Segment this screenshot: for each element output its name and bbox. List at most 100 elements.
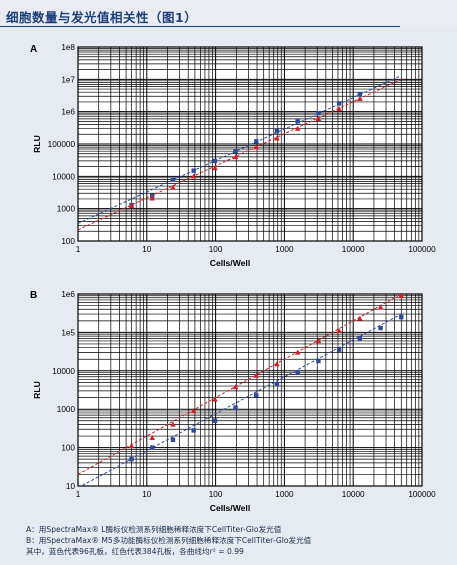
data-point-blue [295, 370, 300, 375]
x-tick-label: 1 [76, 245, 81, 254]
data-point-red [315, 116, 322, 122]
data-point-red [253, 144, 260, 150]
data-point-red [274, 361, 280, 367]
grid [77, 47, 422, 242]
data-point-blue [129, 456, 134, 462]
y-tick-label: 1000 [57, 405, 76, 414]
data-point-blue [357, 336, 363, 341]
data-point-red [149, 195, 156, 201]
data-point-blue [170, 177, 176, 182]
title-bar: 细胞数量与发光值相关性（图1） [0, 0, 457, 27]
x-axis-label: Cells/Well [210, 503, 250, 513]
x-axis-label: Cells/Well [210, 258, 250, 268]
data-point-blue [316, 358, 321, 364]
data-point-red [398, 294, 405, 298]
data-point-blue [150, 445, 155, 450]
data-point-blue [357, 91, 363, 97]
data-point-red [294, 349, 301, 355]
x-tick-label: 100000 [408, 490, 436, 499]
x-tick-label: 1 [76, 490, 81, 499]
page-title: 细胞数量与发光值相关性（图1） [6, 10, 198, 25]
caption: A：用SpectraMax® L酶标仪检测系列细胞稀释浓度下CellTiter-… [26, 524, 446, 557]
data-point-red [336, 328, 342, 334]
data-point-blue [254, 139, 259, 144]
panel-label: A [30, 44, 37, 55]
data-point-red [253, 372, 260, 378]
x-tick-label: 100 [209, 490, 223, 499]
data-point-red [170, 184, 176, 190]
x-tick-label: 100 [209, 245, 223, 254]
chart-panel-a: 1 10 100 1000 10000 100000 100 1000 10000 100000 1… [30, 43, 436, 268]
x-tick-label: 1000 [275, 490, 294, 499]
data-point-blue [316, 110, 321, 116]
data-point-red [274, 135, 280, 141]
series-red [78, 78, 402, 231]
data-point-red [357, 95, 363, 101]
y-tick-label: 1000 [57, 205, 76, 214]
data-point-red [232, 154, 239, 160]
y-tick-label: 100 [61, 237, 75, 246]
data-point-red [336, 106, 342, 112]
caption-line-b: B：用SpectraMax® M5多功能酶标仪检测系列细胞稀释浓度下CellTi… [26, 536, 312, 545]
data-point-blue [336, 101, 342, 106]
y-axis-label: RLU [32, 381, 42, 399]
data-point-red [377, 304, 384, 310]
plot-frame [77, 46, 423, 242]
plot-area [78, 294, 422, 486]
data-point-red [212, 396, 218, 402]
fit-line-red [78, 294, 403, 475]
data-point-red [315, 338, 322, 344]
plot-frame [77, 293, 423, 487]
x-tick-label: 10000 [342, 245, 365, 254]
y-tick-label: 1e5 [61, 328, 75, 337]
data-point-red [294, 125, 301, 131]
caption-line-note: 其中，蓝色代表96孔板，红色代表384孔板，各曲线均r² = 0.99 [26, 547, 244, 556]
data-point-blue [212, 158, 218, 164]
data-point-blue [233, 148, 238, 154]
y-tick-label: 10000 [52, 367, 75, 376]
data-point-blue [170, 437, 176, 442]
data-point-blue [191, 168, 196, 173]
data-point-red [357, 315, 363, 321]
data-point-red [232, 384, 239, 390]
data-point-red [190, 173, 197, 179]
series-red [78, 294, 405, 475]
data-point-blue [399, 314, 404, 320]
series-blue [80, 312, 405, 486]
y-tick-label: 1e7 [61, 75, 75, 84]
x-tick-label: 10 [142, 490, 152, 499]
caption-line-a: A：用SpectraMax® L酶标仪检测系列细胞稀释浓度下CellTiter-… [26, 525, 282, 534]
y-axis-label: RLU [32, 135, 42, 153]
data-point-red [149, 434, 156, 440]
y-tick-label: 1e8 [61, 43, 75, 52]
data-point-blue [191, 428, 196, 433]
title-rule [0, 26, 400, 27]
y-tick-label: 10 [66, 482, 76, 491]
data-point-blue [254, 393, 259, 398]
data-point-blue [378, 325, 383, 331]
fit-line-blue [78, 75, 402, 224]
data-point-blue [274, 128, 280, 134]
x-tick-label: 10000 [342, 490, 365, 499]
y-tick-label: 10000 [52, 172, 75, 181]
y-tick-label: 1e6 [61, 290, 75, 299]
data-point-blue [336, 347, 342, 353]
data-point-blue [274, 381, 280, 387]
data-point-blue [233, 405, 238, 410]
data-point-blue [295, 119, 300, 124]
data-point-red [128, 443, 135, 449]
y-tick-label: 1e6 [61, 108, 75, 117]
data-point-red [212, 165, 218, 171]
data-point-red [170, 421, 176, 427]
y-tick-label: 100000 [48, 140, 76, 149]
grid [77, 294, 422, 487]
data-point-red [190, 408, 197, 414]
x-tick-label: 10 [142, 245, 152, 254]
x-tick-label: 100000 [408, 245, 436, 254]
y-tick-label: 100 [61, 444, 75, 453]
data-point-blue [212, 418, 218, 423]
x-tick-label: 1000 [275, 245, 294, 254]
data-point-red [128, 203, 135, 209]
chart-panel-b: 1 10 100 1000 10000 100000101001000100001e51e… [30, 290, 436, 513]
